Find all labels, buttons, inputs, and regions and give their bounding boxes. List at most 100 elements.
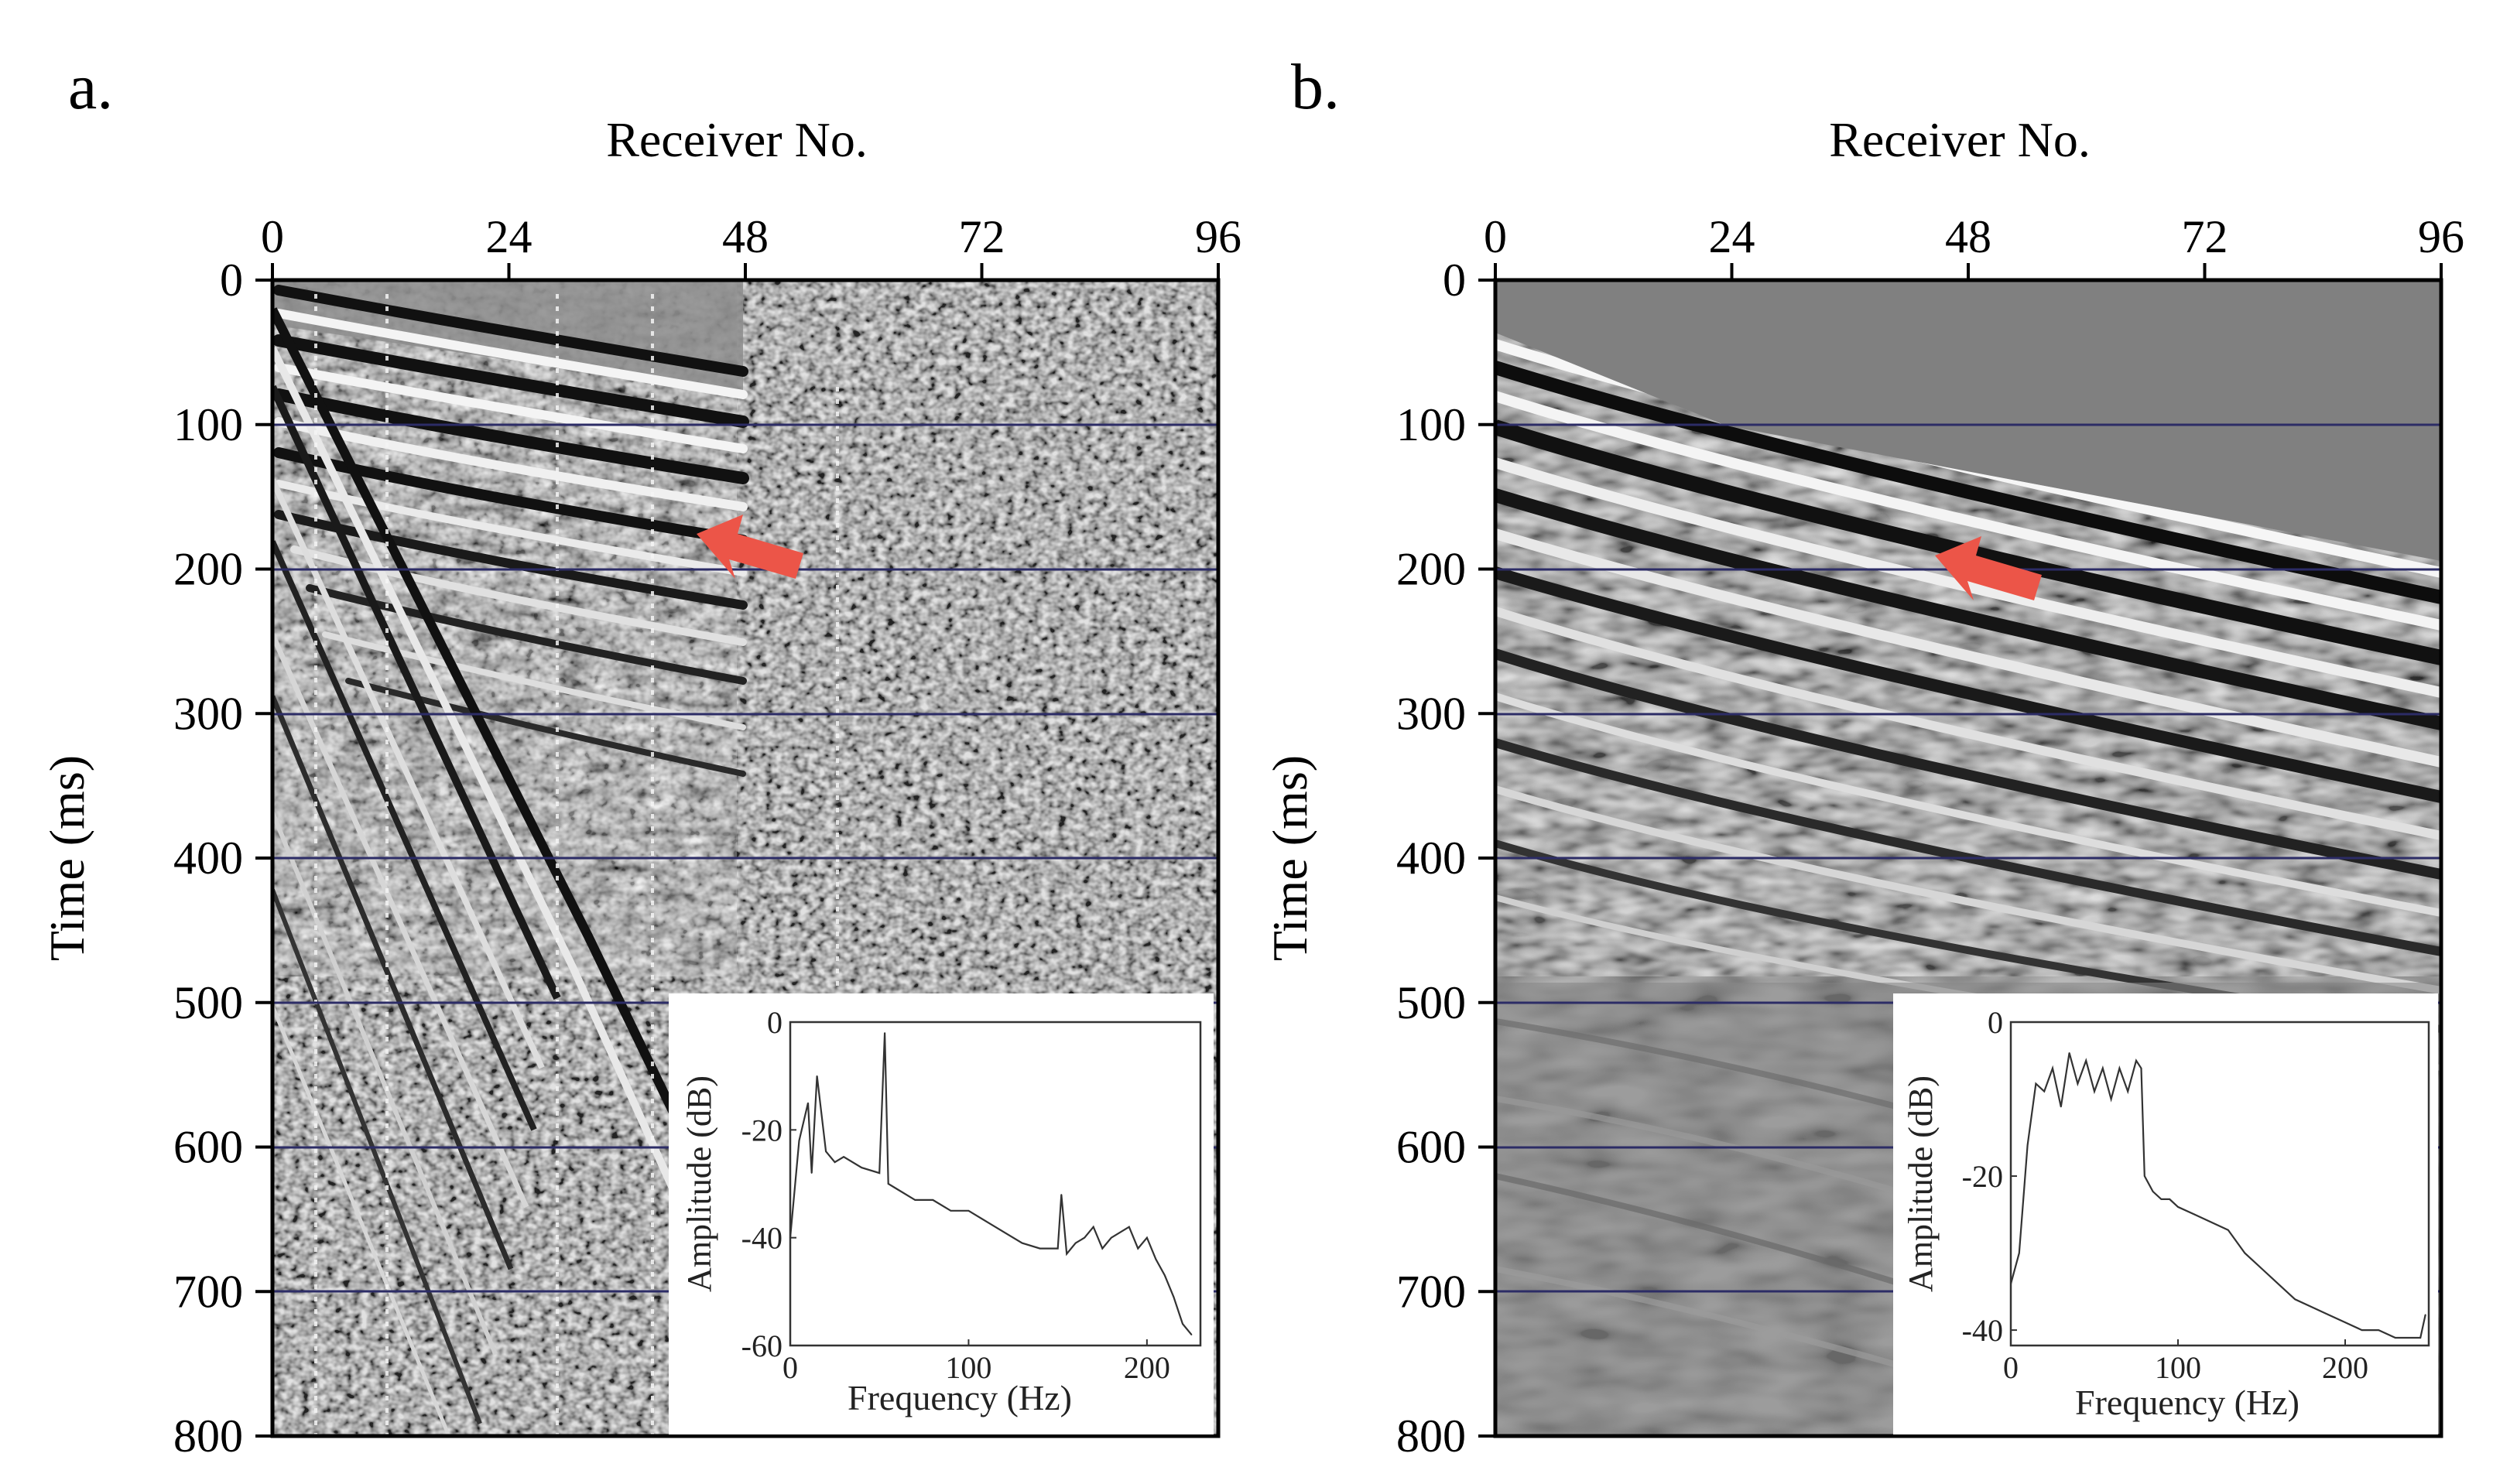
inset-x-tick-label: 200: [2322, 1350, 2368, 1385]
inset-x-tick-label: 100: [2155, 1350, 2201, 1385]
panel-b-inset-plot: 0 100 200 0 -20 -40: [1962, 1005, 2426, 1385]
spectrum-point: [2102, 1067, 2104, 1069]
spectrum-point: [2419, 1337, 2421, 1339]
y-tick-label: 0: [1443, 255, 1466, 306]
x-tick-label: 0: [261, 211, 284, 262]
spectrum-point: [861, 1167, 862, 1168]
y-tick-label: 400: [173, 833, 243, 884]
spectrum-point: [2085, 1059, 2087, 1062]
spectrum-point: [1074, 1242, 1077, 1244]
x-tick-label: 0: [1484, 211, 1507, 262]
spectrum-point: [2344, 1322, 2346, 1323]
x-tick-label: 24: [1709, 211, 1755, 262]
spectrum-point: [1110, 1236, 1112, 1239]
panel-a-arrow: [697, 515, 803, 579]
y-tick-label: 0: [220, 255, 243, 306]
spectrum-point: [2311, 1306, 2313, 1308]
y-tick-label: 200: [1396, 544, 1466, 595]
spectrum-point: [825, 1151, 827, 1152]
spectrum-point: [810, 1172, 813, 1174]
spectrum-point: [1060, 1194, 1063, 1195]
panel-a-seismic: [272, 280, 1218, 1436]
inset-x-tick-label: 100: [945, 1350, 991, 1385]
spectrum-point: [2210, 1221, 2212, 1223]
spectrum-point: [1155, 1258, 1157, 1260]
spectrum-point: [878, 1172, 881, 1174]
spectrum-point: [798, 1140, 800, 1142]
y-tick-label: 200: [173, 544, 243, 595]
y-tick-label: 500: [173, 977, 243, 1028]
inset-y-tick-label: -40: [1962, 1313, 2003, 1348]
spectrum-point: [2152, 1191, 2154, 1192]
spectrum-point: [2294, 1298, 2296, 1301]
panel-a-inset-ylabel: Amplitude (dB): [680, 1075, 718, 1292]
y-tick-label: 500: [1396, 977, 1466, 1028]
panel-b-label: b.: [1291, 51, 1340, 123]
spectrum-point: [2118, 1067, 2121, 1069]
spectrum-point: [1066, 1253, 1067, 1255]
spectrum-point: [2094, 1090, 2095, 1092]
spectrum-point: [2035, 1082, 2037, 1085]
inset-y-tick-label: -20: [1962, 1159, 2003, 1194]
spectrum-point: [2052, 1067, 2053, 1069]
spectrum-point: [1084, 1236, 1086, 1239]
spectrum-point: [932, 1199, 934, 1201]
inset-x-tick-label: 0: [2003, 1350, 2019, 1385]
x-tick-label: 96: [2418, 211, 2464, 262]
spectrum-point: [1021, 1242, 1023, 1244]
spectrum-point: [807, 1102, 809, 1104]
spectrum-point: [2077, 1082, 2079, 1085]
spectrum-point: [1173, 1296, 1175, 1298]
spectrum-point: [2378, 1329, 2379, 1331]
spectrum-point: [2019, 1252, 2020, 1254]
spectrum-point: [2127, 1090, 2128, 1092]
spectrum-point: [967, 1210, 970, 1212]
spectrum-point: [1164, 1274, 1166, 1277]
spectrum-point: [2228, 1229, 2229, 1231]
spectrum-point: [2043, 1090, 2045, 1092]
spectrum-line: [2009, 1052, 2426, 1339]
y-tick-label: 300: [1396, 688, 1466, 739]
inset-y-tick-label: 0: [1988, 1005, 2003, 1040]
panel-a-label: a.: [68, 51, 113, 123]
spectrum-point: [2193, 1214, 2196, 1216]
panel-a-ylabel: Time (ms): [39, 755, 94, 961]
panel-b-xlabel: Receiver No.: [1829, 112, 2091, 167]
spectrum-point: [2110, 1098, 2112, 1100]
spectrum-point: [2395, 1337, 2396, 1339]
panel-b-ylabel: Time (ms): [1262, 755, 1317, 961]
spectrum-point: [2068, 1052, 2070, 1054]
spectrum-point: [2135, 1059, 2137, 1062]
spectrum-point: [2060, 1106, 2062, 1108]
panel-b-inset-ylabel: Amplitude (dB): [1902, 1075, 1940, 1292]
spectrum-point: [2261, 1267, 2262, 1270]
inset-y-tick-label: -20: [741, 1113, 782, 1147]
spectrum-point: [2327, 1314, 2330, 1315]
spectrum-point: [896, 1188, 899, 1190]
y-tick-label: 400: [1396, 833, 1466, 884]
x-tick-label: 48: [1945, 211, 1991, 262]
panel-b-inset: 0 100 200 0 -20 -40 Frequency (Hz) Amplitude …: [1893, 993, 2438, 1434]
spectrum-point: [887, 1183, 889, 1185]
x-tick-label: 72: [2182, 211, 2228, 262]
spectrum-point: [1128, 1226, 1130, 1228]
panel-b-arrow: [1935, 536, 2042, 600]
spectrum-point: [950, 1210, 952, 1212]
spectrum-point: [1003, 1231, 1005, 1233]
y-tick-label: 100: [173, 399, 243, 450]
panel-a: a. Receiver No. Time (ms): [39, 51, 1241, 1462]
spectrum-point: [2140, 1067, 2142, 1069]
spectrum-point: [1146, 1236, 1148, 1239]
panel-b: b. Receiver No. Time (ms): [1262, 51, 2464, 1462]
spectrum-point: [2010, 1283, 2012, 1285]
spectrum-point: [914, 1199, 916, 1201]
panel-a-inset-xlabel: Frequency (Hz): [848, 1378, 1072, 1417]
inset-y-tick-label: -60: [741, 1328, 782, 1363]
panel-a-groundroll: [272, 307, 701, 1436]
spectrum-point: [834, 1161, 836, 1163]
y-tick-label: 600: [173, 1122, 243, 1173]
y-tick-label: 100: [1396, 399, 1466, 450]
y-tick-label: 800: [173, 1410, 243, 1462]
spectrum-point: [884, 1032, 885, 1034]
